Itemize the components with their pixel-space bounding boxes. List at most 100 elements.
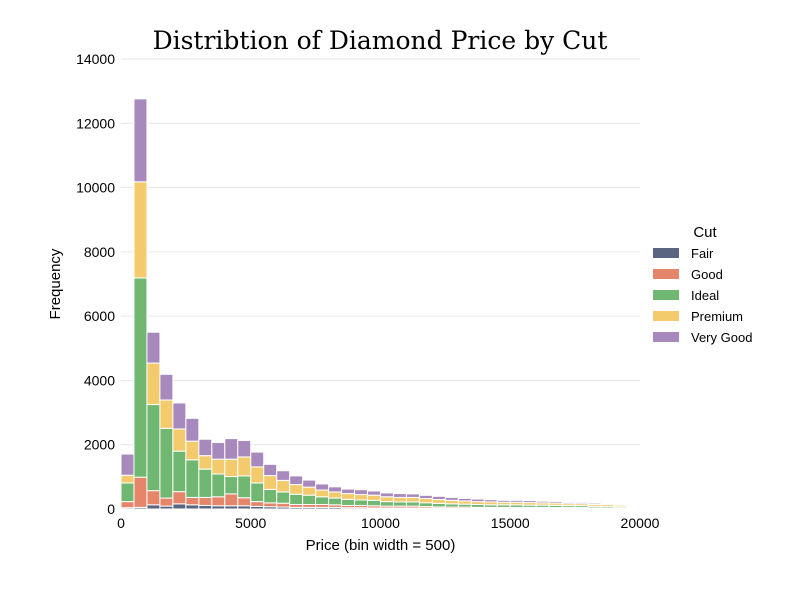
y-tick-label-7: 14000 <box>76 51 115 67</box>
bar-good-bin-12 <box>276 502 291 508</box>
bar-very-good-bin-0 <box>120 453 135 476</box>
bar-good-bin-4 <box>172 491 187 505</box>
bar-premium-bin-1 <box>133 181 148 279</box>
bar-ideal-bin-14 <box>302 494 317 505</box>
bar-very-good-bin-22 <box>405 493 420 498</box>
legend-label-premium: Premium <box>691 309 743 324</box>
bar-very-good-bin-6 <box>198 438 213 457</box>
legend-label-ideal: Ideal <box>691 288 719 303</box>
bar-premium-bin-13 <box>289 484 304 495</box>
bar-very-good-bin-23 <box>418 494 433 500</box>
y-axis-label: Frequency <box>47 248 64 319</box>
bar-very-good-bin-4 <box>172 402 187 430</box>
bar-good-bin-2 <box>146 490 161 506</box>
bar-premium-bin-18 <box>354 494 369 501</box>
bar-very-good-bin-10 <box>250 451 265 468</box>
bar-premium-bin-4 <box>172 428 187 452</box>
bar-ideal-bin-24 <box>431 502 446 508</box>
bar-ideal-bin-22 <box>405 501 420 507</box>
bar-ideal-bin-2 <box>146 404 161 492</box>
bar-very-good-bin-33 <box>548 500 563 504</box>
bar-ideal-bin-13 <box>289 493 304 506</box>
bar-very-good-bin-27 <box>470 498 485 503</box>
bar-good-bin-7 <box>211 496 226 507</box>
bar-ideal-bin-20 <box>380 501 394 507</box>
x-tick-label-0: 0 <box>117 515 125 531</box>
bar-good-bin-10 <box>250 501 265 507</box>
legend-label-fair: Fair <box>691 246 714 261</box>
y-tick-label-4: 8000 <box>84 244 115 260</box>
bar-ideal-bin-10 <box>250 482 265 503</box>
bar-premium-bin-21 <box>392 496 407 503</box>
bar-very-good-bin-26 <box>457 497 472 502</box>
y-tick-label-6: 12000 <box>76 115 115 131</box>
bar-very-good-bin-8 <box>224 438 239 460</box>
bar-ideal-bin-3 <box>159 427 174 499</box>
x-tick-label-2: 10000 <box>361 515 400 531</box>
bar-very-good-bin-24 <box>431 495 446 501</box>
bar-fair-bin-4 <box>172 503 187 510</box>
y-tick-label-5: 10000 <box>76 180 115 196</box>
bar-ideal-bin-1 <box>133 277 148 478</box>
bar-very-good-bin-1 <box>133 98 148 183</box>
bar-ideal-bin-19 <box>367 499 381 507</box>
legend-swatch-fair <box>653 248 679 258</box>
grid-lines <box>121 58 640 446</box>
bar-premium-bin-3 <box>159 399 174 429</box>
bar-very-good-bin-25 <box>444 496 459 501</box>
bar-premium-bin-19 <box>367 494 381 501</box>
bar-good-bin-3 <box>159 497 174 507</box>
bar-fair-bin-2 <box>146 504 161 510</box>
bar-ideal-bin-12 <box>276 491 291 504</box>
legend-title: Cut <box>693 224 717 241</box>
bar-very-good-bin-3 <box>159 373 174 401</box>
bar-very-good-bin-36 <box>587 502 602 505</box>
bar-very-good-bin-35 <box>574 501 589 505</box>
y-tick-label-3: 6000 <box>84 308 115 324</box>
legend-label-very-good: Very Good <box>691 330 752 345</box>
bar-premium-bin-5 <box>185 440 200 461</box>
bar-very-good-bin-19 <box>367 490 381 496</box>
bar-premium-bin-7 <box>211 458 226 475</box>
bar-good-bin-0 <box>120 501 135 509</box>
bar-premium-bin-11 <box>263 475 278 490</box>
bar-very-good-bin-17 <box>341 488 356 495</box>
bar-premium-bin-15 <box>315 489 330 498</box>
legend-label-good: Good <box>691 267 723 282</box>
bar-very-good-bin-31 <box>522 500 537 504</box>
bar-very-good-bin-15 <box>315 483 330 491</box>
bar-very-good-bin-13 <box>289 475 304 486</box>
bar-premium-bin-14 <box>302 486 317 496</box>
legend: Cut Fair Good Ideal Premium Very Good <box>653 224 752 345</box>
bar-fair-bin-6 <box>198 504 213 510</box>
bar-very-good-bin-5 <box>185 417 200 442</box>
bar-fair-bin-5 <box>185 504 200 510</box>
bar-premium-bin-8 <box>224 458 239 478</box>
bar-ideal-bin-11 <box>263 488 278 504</box>
bar-ideal-bin-21 <box>392 501 407 507</box>
bar-good-bin-6 <box>198 496 213 506</box>
bar-premium-bin-23 <box>418 498 433 504</box>
bar-very-good-bin-11 <box>263 463 278 477</box>
bar-very-good-bin-37 <box>600 502 615 505</box>
bar-premium-bin-0 <box>120 474 135 484</box>
bar-ideal-bin-6 <box>198 468 213 498</box>
bar-ideal-bin-18 <box>354 499 369 506</box>
bar-premium-bin-17 <box>341 493 356 500</box>
bar-very-good-bin-9 <box>237 440 252 458</box>
bar-premium-bin-10 <box>250 466 265 484</box>
bar-premium-bin-25 <box>444 499 459 505</box>
bar-very-good-bin-34 <box>561 501 576 505</box>
bar-very-good-bin-21 <box>392 493 407 498</box>
x-tick-label-1: 5000 <box>235 515 266 531</box>
bar-ideal-bin-0 <box>120 482 135 503</box>
bar-good-bin-11 <box>263 502 278 508</box>
bar-premium-bin-22 <box>405 496 420 503</box>
bar-premium-bin-2 <box>146 362 161 406</box>
bar-very-good-bin-14 <box>302 479 317 488</box>
bar-ideal-bin-4 <box>172 450 187 493</box>
y-tick-labels: 0 2000 4000 6000 8000 10000 12000 14000 <box>76 51 115 517</box>
bar-premium-bin-12 <box>276 479 291 493</box>
legend-swatch-premium <box>653 311 679 321</box>
